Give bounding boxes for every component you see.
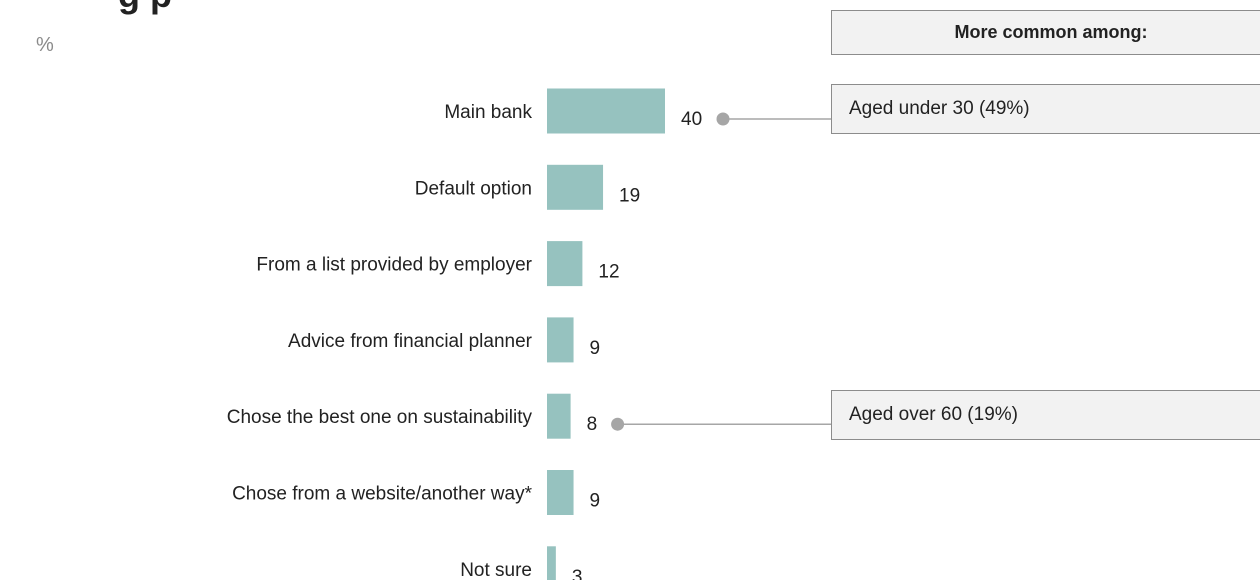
category-label: From a list provided by employer — [256, 255, 532, 276]
callout-header: More common among: — [831, 10, 1260, 55]
bar — [547, 393, 571, 439]
callout-box-sustainability: Aged over 60 (19%) — [831, 390, 1260, 440]
value-label: 12 — [598, 262, 619, 283]
value-label: 19 — [619, 185, 640, 206]
unit-label: % — [36, 34, 54, 56]
bar — [547, 546, 556, 580]
callout-box-main-bank: Aged under 30 (49%) — [831, 84, 1260, 134]
value-label: 8 — [587, 414, 598, 435]
category-label: Advice from financial planner — [288, 331, 533, 352]
category-label: Chose the best one on sustainability — [227, 407, 533, 428]
bar — [547, 470, 574, 515]
bar — [547, 241, 583, 287]
bar — [547, 88, 665, 134]
category-label: Chose from a website/another way* — [232, 484, 533, 505]
bar — [547, 317, 574, 363]
value-label: 9 — [590, 491, 601, 512]
category-label: Not sure — [460, 560, 532, 580]
bar — [547, 164, 604, 210]
value-label: 3 — [572, 567, 583, 580]
category-label: Main bank — [444, 102, 532, 123]
chart-title-clipped: g p — [118, 0, 172, 16]
value-label: 9 — [590, 338, 601, 359]
category-label: Default option — [415, 178, 532, 199]
value-label: 40 — [681, 109, 702, 130]
